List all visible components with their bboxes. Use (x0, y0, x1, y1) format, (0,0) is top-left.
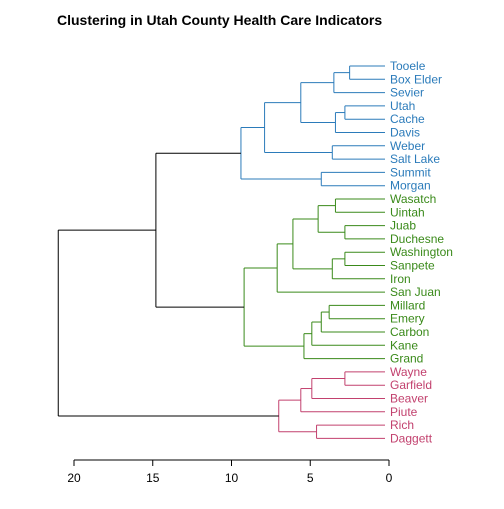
leaf-label: Piute (390, 405, 418, 419)
leaf-label: Weber (390, 139, 425, 153)
x-tick-label: 5 (307, 471, 314, 485)
leaf-label: Summit (390, 165, 431, 179)
leaf-label: Millard (390, 298, 425, 312)
leaf-label: Washington (390, 245, 453, 259)
leaf-label: Wayne (390, 365, 427, 379)
leaf-label: Rich (390, 418, 414, 432)
leaf-label: Sanpete (390, 259, 435, 273)
leaf-label: Sevier (390, 86, 424, 100)
leaf-label: Daggett (390, 431, 433, 445)
x-tick-label: 20 (67, 471, 81, 485)
dendrogram-branches (57, 65, 385, 439)
leaf-label: Davis (390, 126, 420, 140)
leaf-label: Wasatch (390, 192, 436, 206)
leaf-label: Tooele (390, 59, 426, 73)
chart-title: Clustering in Utah County Health Care In… (57, 12, 383, 28)
leaf-label: Iron (390, 272, 411, 286)
leaf-label: Salt Lake (390, 152, 440, 166)
x-tick-label: 0 (386, 471, 393, 485)
leaf-label: Duchesne (390, 232, 444, 246)
leaf-label: Box Elder (390, 72, 442, 86)
leaf-label: Kane (390, 338, 418, 352)
leaf-label: Emery (390, 312, 425, 326)
x-tick-label: 10 (225, 471, 239, 485)
leaf-label: Uintah (390, 205, 425, 219)
leaf-label: Garfield (390, 378, 432, 392)
leaf-label: Carbon (390, 325, 429, 339)
x-axis: 20 15 10 5 0 (67, 459, 393, 485)
leaf-label: Morgan (390, 179, 431, 193)
leaf-label: Grand (390, 352, 423, 366)
leaf-label: San Juan (390, 285, 441, 299)
leaf-label: Beaver (390, 392, 428, 406)
leaf-label: Juab (390, 219, 416, 233)
leaf-label: Cache (390, 112, 425, 126)
x-tick-label: 15 (146, 471, 160, 485)
leaf-label: Utah (390, 99, 415, 113)
